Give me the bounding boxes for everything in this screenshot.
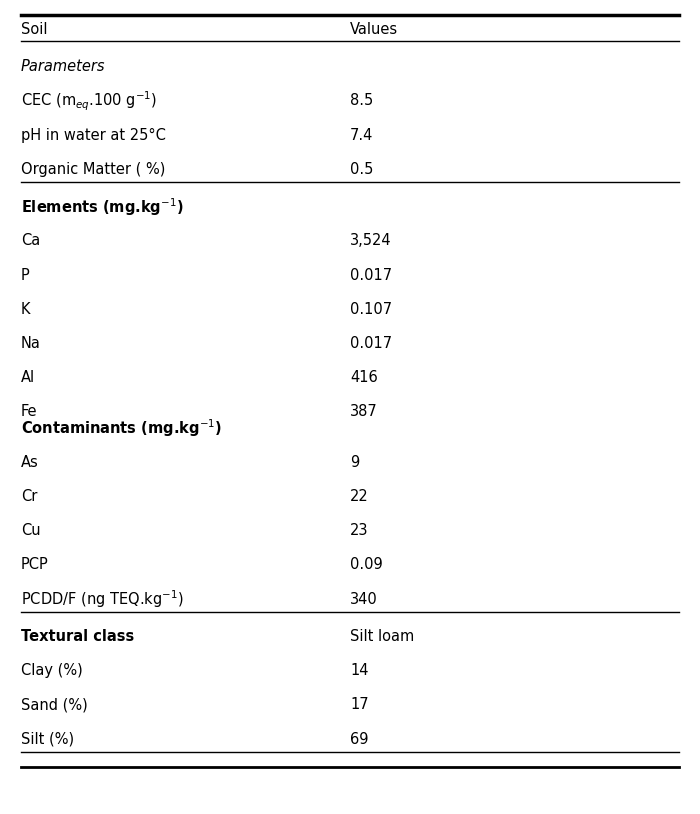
Text: 3,524: 3,524	[350, 234, 391, 248]
Text: K: K	[21, 302, 31, 317]
Text: 17: 17	[350, 698, 369, 712]
Text: 0.017: 0.017	[350, 268, 392, 282]
Text: Soil: Soil	[21, 22, 48, 37]
Text: P: P	[21, 268, 29, 282]
Text: 69: 69	[350, 732, 368, 746]
Text: Sand (%): Sand (%)	[21, 698, 88, 712]
Text: Contaminants (mg.kg$^{-1}$): Contaminants (mg.kg$^{-1}$)	[21, 418, 222, 439]
Text: Fe: Fe	[21, 405, 38, 419]
Text: 14: 14	[350, 663, 368, 678]
Text: pH in water at 25°C: pH in water at 25°C	[21, 128, 166, 142]
Text: Clay (%): Clay (%)	[21, 663, 83, 678]
Text: 0.5: 0.5	[350, 162, 373, 177]
Text: PCP: PCP	[21, 558, 49, 572]
Text: Ca: Ca	[21, 234, 41, 248]
Text: Elements (mg.kg$^{-1}$): Elements (mg.kg$^{-1}$)	[21, 196, 183, 217]
Text: 0.09: 0.09	[350, 558, 383, 572]
Text: Al: Al	[21, 370, 35, 385]
Text: Cr: Cr	[21, 489, 37, 504]
Text: 387: 387	[350, 405, 378, 419]
Text: Na: Na	[21, 336, 41, 351]
Text: 340: 340	[350, 592, 378, 606]
Text: 7.4: 7.4	[350, 128, 373, 142]
Text: Values: Values	[350, 22, 398, 37]
Text: Organic Matter ( %): Organic Matter ( %)	[21, 162, 165, 177]
Text: As: As	[21, 455, 38, 470]
Text: Textural class: Textural class	[21, 629, 134, 644]
Text: Parameters: Parameters	[21, 59, 106, 74]
Text: Silt (%): Silt (%)	[21, 732, 74, 746]
Text: 9: 9	[350, 455, 359, 470]
Text: 416: 416	[350, 370, 378, 385]
Text: 23: 23	[350, 523, 368, 538]
Text: 8.5: 8.5	[350, 94, 373, 108]
Text: Cu: Cu	[21, 523, 41, 538]
Text: 22: 22	[350, 489, 369, 504]
Text: 0.107: 0.107	[350, 302, 392, 317]
Text: 0.017: 0.017	[350, 336, 392, 351]
Text: CEC (m$_{eq}$.100 g$^{-1}$): CEC (m$_{eq}$.100 g$^{-1}$)	[21, 90, 158, 112]
Text: PCDD/F (ng TEQ.kg$^{-1}$): PCDD/F (ng TEQ.kg$^{-1}$)	[21, 589, 183, 610]
Text: Silt loam: Silt loam	[350, 629, 414, 644]
